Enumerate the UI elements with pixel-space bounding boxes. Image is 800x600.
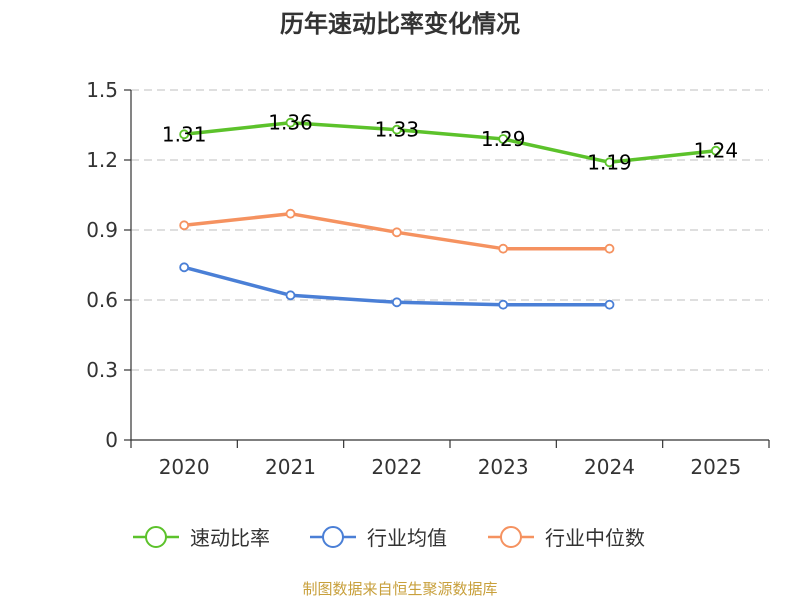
legend-label: 行业均值 bbox=[367, 526, 447, 550]
data-label: 1.36 bbox=[268, 111, 313, 135]
y-tick-label: 0.9 bbox=[86, 218, 118, 242]
y-tick-label: 1.5 bbox=[86, 78, 118, 102]
data-point[interactable] bbox=[179, 262, 190, 273]
legend-marker bbox=[145, 526, 167, 548]
data-point[interactable] bbox=[604, 157, 615, 168]
gridlines bbox=[131, 89, 769, 371]
legend-label: 行业中位数 bbox=[545, 526, 645, 550]
y-tick-label: 0.6 bbox=[86, 288, 118, 312]
legend-marker bbox=[322, 526, 344, 548]
series-line bbox=[184, 120, 716, 165]
x-tick-label: 2022 bbox=[371, 455, 422, 479]
data-point[interactable] bbox=[498, 134, 509, 144]
data-point[interactable] bbox=[710, 145, 721, 156]
axes: 0 0.3 0.6 0.9 1.2 1.5 2020 2021 2022 2023 2024 2025 bbox=[86, 78, 770, 479]
y-tick-label: 1.2 bbox=[86, 148, 118, 172]
data-point[interactable] bbox=[498, 299, 509, 310]
x-tick-label: 2025 bbox=[690, 455, 741, 479]
series-速动比率 bbox=[179, 117, 721, 168]
legend-label: 速动比率 bbox=[190, 526, 270, 550]
chart-title: 历年速动比率变化情况 bbox=[280, 10, 520, 38]
legend-marker bbox=[500, 526, 522, 548]
data-label: 1.31 bbox=[162, 122, 207, 146]
legend[interactable]: 速动比率 行业均值 行业中位数 bbox=[133, 526, 645, 550]
data-point[interactable] bbox=[179, 129, 190, 140]
y-tick-label: 0.3 bbox=[86, 358, 118, 382]
data-point[interactable] bbox=[498, 243, 509, 254]
data-label: 1.33 bbox=[375, 118, 420, 142]
series-行业中位数 bbox=[179, 208, 615, 254]
data-point[interactable] bbox=[285, 290, 296, 301]
data-labels: 1.31 1.36 1.33 1.29 1.19 1.24 bbox=[162, 111, 738, 175]
data-point[interactable] bbox=[391, 297, 402, 308]
legend-item-行业中位数[interactable]: 行业中位数 bbox=[488, 526, 645, 550]
series-layer bbox=[179, 117, 721, 310]
y-tick-label: 0 bbox=[105, 428, 118, 452]
data-point[interactable] bbox=[391, 227, 402, 238]
data-point[interactable] bbox=[285, 208, 296, 219]
x-tick-label: 2020 bbox=[159, 455, 210, 479]
data-point[interactable] bbox=[604, 299, 615, 310]
x-tick-label: 2024 bbox=[584, 455, 635, 479]
data-label: 1.29 bbox=[481, 127, 526, 151]
data-label: 1.19 bbox=[587, 150, 632, 174]
data-point[interactable] bbox=[179, 220, 190, 231]
data-label: 1.24 bbox=[694, 139, 739, 163]
x-tick-label: 2021 bbox=[265, 455, 316, 479]
series-行业均值 bbox=[179, 262, 615, 310]
data-point[interactable] bbox=[391, 124, 402, 135]
data-point[interactable] bbox=[604, 243, 615, 254]
data-point[interactable] bbox=[285, 117, 296, 128]
legend-item-速动比率[interactable]: 速动比率 bbox=[133, 526, 270, 550]
x-tick-label: 2023 bbox=[478, 455, 529, 479]
source-note: 制图数据来自恒生聚源数据库 bbox=[302, 580, 497, 598]
legend-item-行业均值[interactable]: 行业均值 bbox=[310, 526, 447, 550]
